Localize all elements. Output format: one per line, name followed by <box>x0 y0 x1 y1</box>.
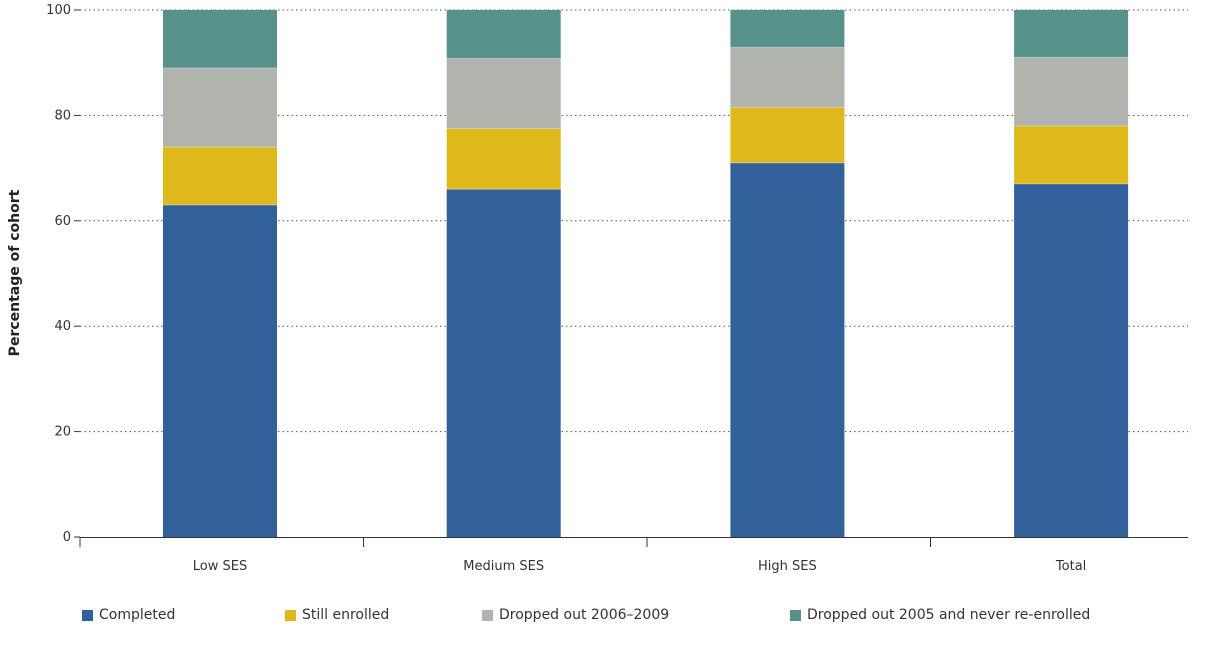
y-tick-label: 60 <box>54 214 71 229</box>
y-axis-ticks: 0 20 40 60 80 100 <box>46 3 80 545</box>
legend-label: Still enrolled <box>302 607 390 623</box>
bar-segment <box>730 162 845 537</box>
y-tick-label: 20 <box>54 425 71 440</box>
bar-segment <box>1014 57 1129 126</box>
bar-segment <box>730 10 845 48</box>
legend-label: Dropped out 2005 and never re-enrolled <box>807 607 1091 623</box>
legend-swatch <box>285 609 296 621</box>
stacked-bar-chart: 0 20 40 60 80 100 Low SES Medium SES High SES To… <box>7 3 1188 574</box>
x-category-label: High SES <box>758 559 817 574</box>
legend-label: Dropped out 2006–2009 <box>499 607 670 623</box>
x-category-label: Medium SES <box>463 559 544 574</box>
y-tick-label: 100 <box>46 3 71 18</box>
bars <box>163 10 1129 538</box>
legend-item: Dropped out 2006–2009 <box>482 607 669 623</box>
legend-swatch <box>790 609 801 621</box>
category-labels: Low SES Medium SES High SES Total <box>193 559 1087 574</box>
legend: Completed Still enrolled Dropped out 2006–… <box>82 607 1182 629</box>
bar-segment <box>446 128 561 190</box>
y-tick-label: 0 <box>63 530 71 545</box>
x-category-label: Total <box>1055 559 1086 574</box>
y-tick-label: 40 <box>54 319 71 334</box>
bar-segment <box>163 147 277 205</box>
legend-label: Completed <box>99 607 176 623</box>
legend-item: Completed <box>82 607 175 623</box>
bar-segment <box>1014 125 1129 184</box>
bar-segment <box>163 67 277 148</box>
bar-segment <box>730 47 845 108</box>
bar-segment <box>1014 10 1129 58</box>
legend-swatch <box>482 609 493 621</box>
bar-segment <box>446 58 561 129</box>
y-axis-label: Percentage of cohort <box>7 189 23 356</box>
bar-segment <box>446 189 561 537</box>
legend-item: Dropped out 2005 and never re-enrolled <box>790 607 1090 623</box>
bar-segment <box>730 107 845 163</box>
legend-swatch <box>82 609 93 621</box>
y-tick-label: 80 <box>54 108 71 123</box>
bar-segment <box>1014 183 1129 537</box>
bar-segment <box>446 10 561 59</box>
bar-segment <box>163 10 277 68</box>
x-category-label: Low SES <box>193 559 247 574</box>
bar-segment <box>163 204 277 538</box>
x-axis <box>79 537 1188 547</box>
legend-item: Still enrolled <box>285 607 389 623</box>
